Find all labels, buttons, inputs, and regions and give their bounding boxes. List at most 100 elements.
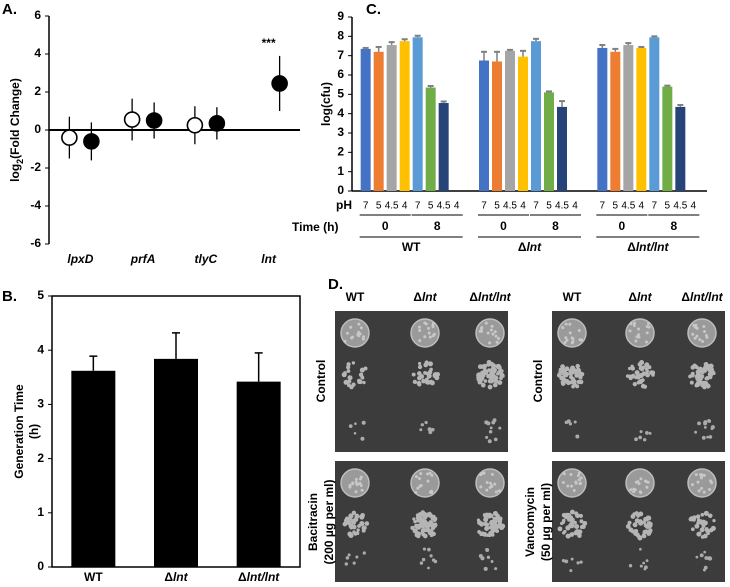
y-axis-label: Generation Time — [12, 384, 26, 479]
bar — [675, 106, 686, 191]
column-header: Δlnt/lnt — [681, 290, 723, 304]
colony-dot — [429, 554, 433, 558]
colony-dot — [489, 426, 493, 430]
panel-label: A. — [2, 1, 17, 18]
colony-dot — [481, 531, 486, 536]
colony-dot — [501, 374, 505, 378]
colony-dot — [485, 369, 489, 374]
colony-spot — [340, 318, 370, 348]
colony-texture — [564, 322, 568, 326]
colony-dot — [573, 530, 579, 536]
colony-dot — [485, 522, 490, 527]
colony-texture — [637, 327, 641, 331]
dot — [208, 115, 226, 132]
colony-texture — [639, 477, 643, 481]
bar — [649, 37, 660, 191]
bar — [236, 381, 281, 567]
y-tick-label: 5 — [337, 87, 344, 101]
colony-dot — [638, 373, 644, 379]
colony-dot — [430, 516, 435, 521]
ph-label: 4 — [639, 201, 645, 212]
colony-dot — [362, 380, 366, 385]
bar — [492, 61, 502, 191]
colony-texture — [416, 486, 420, 490]
colony-dot — [640, 378, 645, 382]
colony-dot — [699, 553, 704, 558]
colony-texture — [343, 339, 347, 343]
x-tick-label: Δlnt/lnt — [238, 570, 280, 584]
colony-texture — [646, 321, 650, 325]
bar — [399, 41, 410, 191]
y-tick-label: -6 — [30, 236, 41, 250]
column-header: WT — [346, 290, 365, 304]
colony-texture — [570, 341, 574, 345]
colony-dot — [564, 420, 569, 425]
colony-dot — [698, 519, 703, 524]
colony-dot — [701, 382, 706, 387]
time-label: 0 — [500, 219, 507, 233]
colony-dot — [425, 371, 429, 376]
colony-dot — [417, 364, 423, 370]
colony-texture — [496, 337, 500, 341]
colony-dot — [577, 529, 583, 535]
colony-dot — [359, 514, 365, 520]
colony-texture — [577, 478, 581, 482]
row-label: Control — [531, 360, 545, 403]
colony-dot — [477, 520, 482, 526]
colony-dot — [482, 513, 487, 517]
colony-texture — [431, 325, 435, 329]
bar — [557, 106, 567, 191]
column-header: Δlnt — [628, 290, 652, 304]
colony-dot — [705, 376, 710, 381]
colony-dot — [634, 511, 639, 515]
time-label: 8 — [434, 219, 441, 233]
colony-texture — [485, 488, 489, 492]
colony-dot — [574, 524, 578, 529]
colony-dot — [500, 523, 506, 529]
colony-texture — [628, 329, 632, 333]
colony-dot — [421, 378, 426, 384]
colony-dot — [419, 561, 424, 565]
colony-texture — [358, 481, 362, 485]
time-label: 0 — [618, 219, 625, 233]
colony-dot — [430, 427, 435, 432]
colony-texture — [361, 335, 365, 339]
colony-texture — [418, 328, 422, 332]
y-tick-label: 8 — [337, 29, 344, 43]
colony-dot — [627, 374, 632, 379]
colony-dot — [427, 427, 432, 432]
ph-label: 4.5 — [437, 201, 451, 212]
colony-texture — [419, 483, 423, 487]
colony-dot — [351, 382, 356, 387]
colony-dot — [422, 527, 427, 532]
colony-texture — [570, 484, 574, 488]
colony-texture — [700, 486, 704, 490]
time-label: 8 — [552, 219, 559, 233]
colony-dot — [575, 434, 580, 439]
colony-dot — [426, 521, 431, 526]
colony-dot — [480, 376, 485, 381]
colony-texture — [359, 484, 363, 488]
colony-texture — [488, 486, 492, 490]
colony-dot — [561, 559, 566, 563]
bar — [386, 45, 397, 192]
colony-dot — [644, 367, 649, 372]
colony-dot — [569, 523, 575, 528]
annotation: *** — [262, 36, 276, 50]
colony-dot — [496, 525, 501, 529]
bar — [360, 48, 371, 192]
colony-dot — [707, 513, 713, 519]
colony-dot — [492, 382, 498, 388]
colony-dot — [561, 368, 567, 374]
colony-texture — [423, 335, 427, 339]
colony-texture — [358, 477, 362, 481]
colony-dot — [491, 420, 496, 425]
colony-dot — [489, 361, 495, 367]
colony-dot — [496, 516, 501, 520]
colony-texture — [497, 489, 501, 493]
colony-dot — [417, 361, 422, 366]
colony-dot — [485, 435, 489, 439]
colony-dot — [572, 382, 577, 387]
colony-texture — [360, 488, 364, 492]
colony-texture — [354, 480, 358, 484]
